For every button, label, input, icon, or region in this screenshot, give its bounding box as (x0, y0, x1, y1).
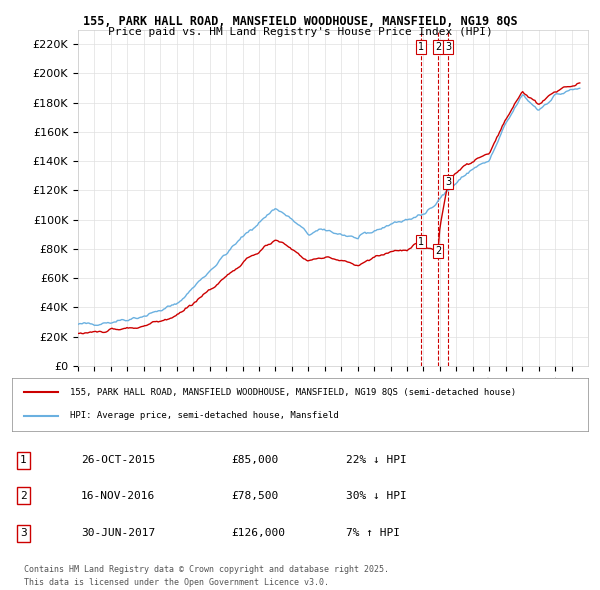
Text: £78,500: £78,500 (231, 491, 278, 500)
Text: 16-NOV-2016: 16-NOV-2016 (81, 491, 155, 500)
Text: Price paid vs. HM Land Registry's House Price Index (HPI): Price paid vs. HM Land Registry's House … (107, 27, 493, 37)
Text: 26-OCT-2015: 26-OCT-2015 (81, 455, 155, 465)
Text: 2: 2 (435, 42, 441, 52)
Text: £85,000: £85,000 (231, 455, 278, 465)
Text: 30-JUN-2017: 30-JUN-2017 (81, 529, 155, 538)
Text: This data is licensed under the Open Government Licence v3.0.: This data is licensed under the Open Gov… (24, 578, 329, 588)
Text: 3: 3 (20, 529, 27, 538)
Text: 155, PARK HALL ROAD, MANSFIELD WOODHOUSE, MANSFIELD, NG19 8QS (semi-detached hou: 155, PARK HALL ROAD, MANSFIELD WOODHOUSE… (70, 388, 516, 397)
Text: Contains HM Land Registry data © Crown copyright and database right 2025.: Contains HM Land Registry data © Crown c… (24, 565, 389, 574)
Text: 1: 1 (418, 42, 424, 52)
Text: 2: 2 (435, 246, 441, 256)
Text: £126,000: £126,000 (231, 529, 285, 538)
Text: 22% ↓ HPI: 22% ↓ HPI (346, 455, 407, 465)
Text: 1: 1 (20, 455, 27, 465)
Text: 30% ↓ HPI: 30% ↓ HPI (346, 491, 407, 500)
Text: 2: 2 (20, 491, 27, 500)
Text: 3: 3 (445, 176, 451, 186)
Text: 7% ↑ HPI: 7% ↑ HPI (346, 529, 400, 538)
Text: 155, PARK HALL ROAD, MANSFIELD WOODHOUSE, MANSFIELD, NG19 8QS: 155, PARK HALL ROAD, MANSFIELD WOODHOUSE… (83, 15, 517, 28)
Text: HPI: Average price, semi-detached house, Mansfield: HPI: Average price, semi-detached house,… (70, 411, 338, 420)
Text: 1: 1 (418, 237, 424, 247)
Text: 3: 3 (445, 42, 451, 52)
